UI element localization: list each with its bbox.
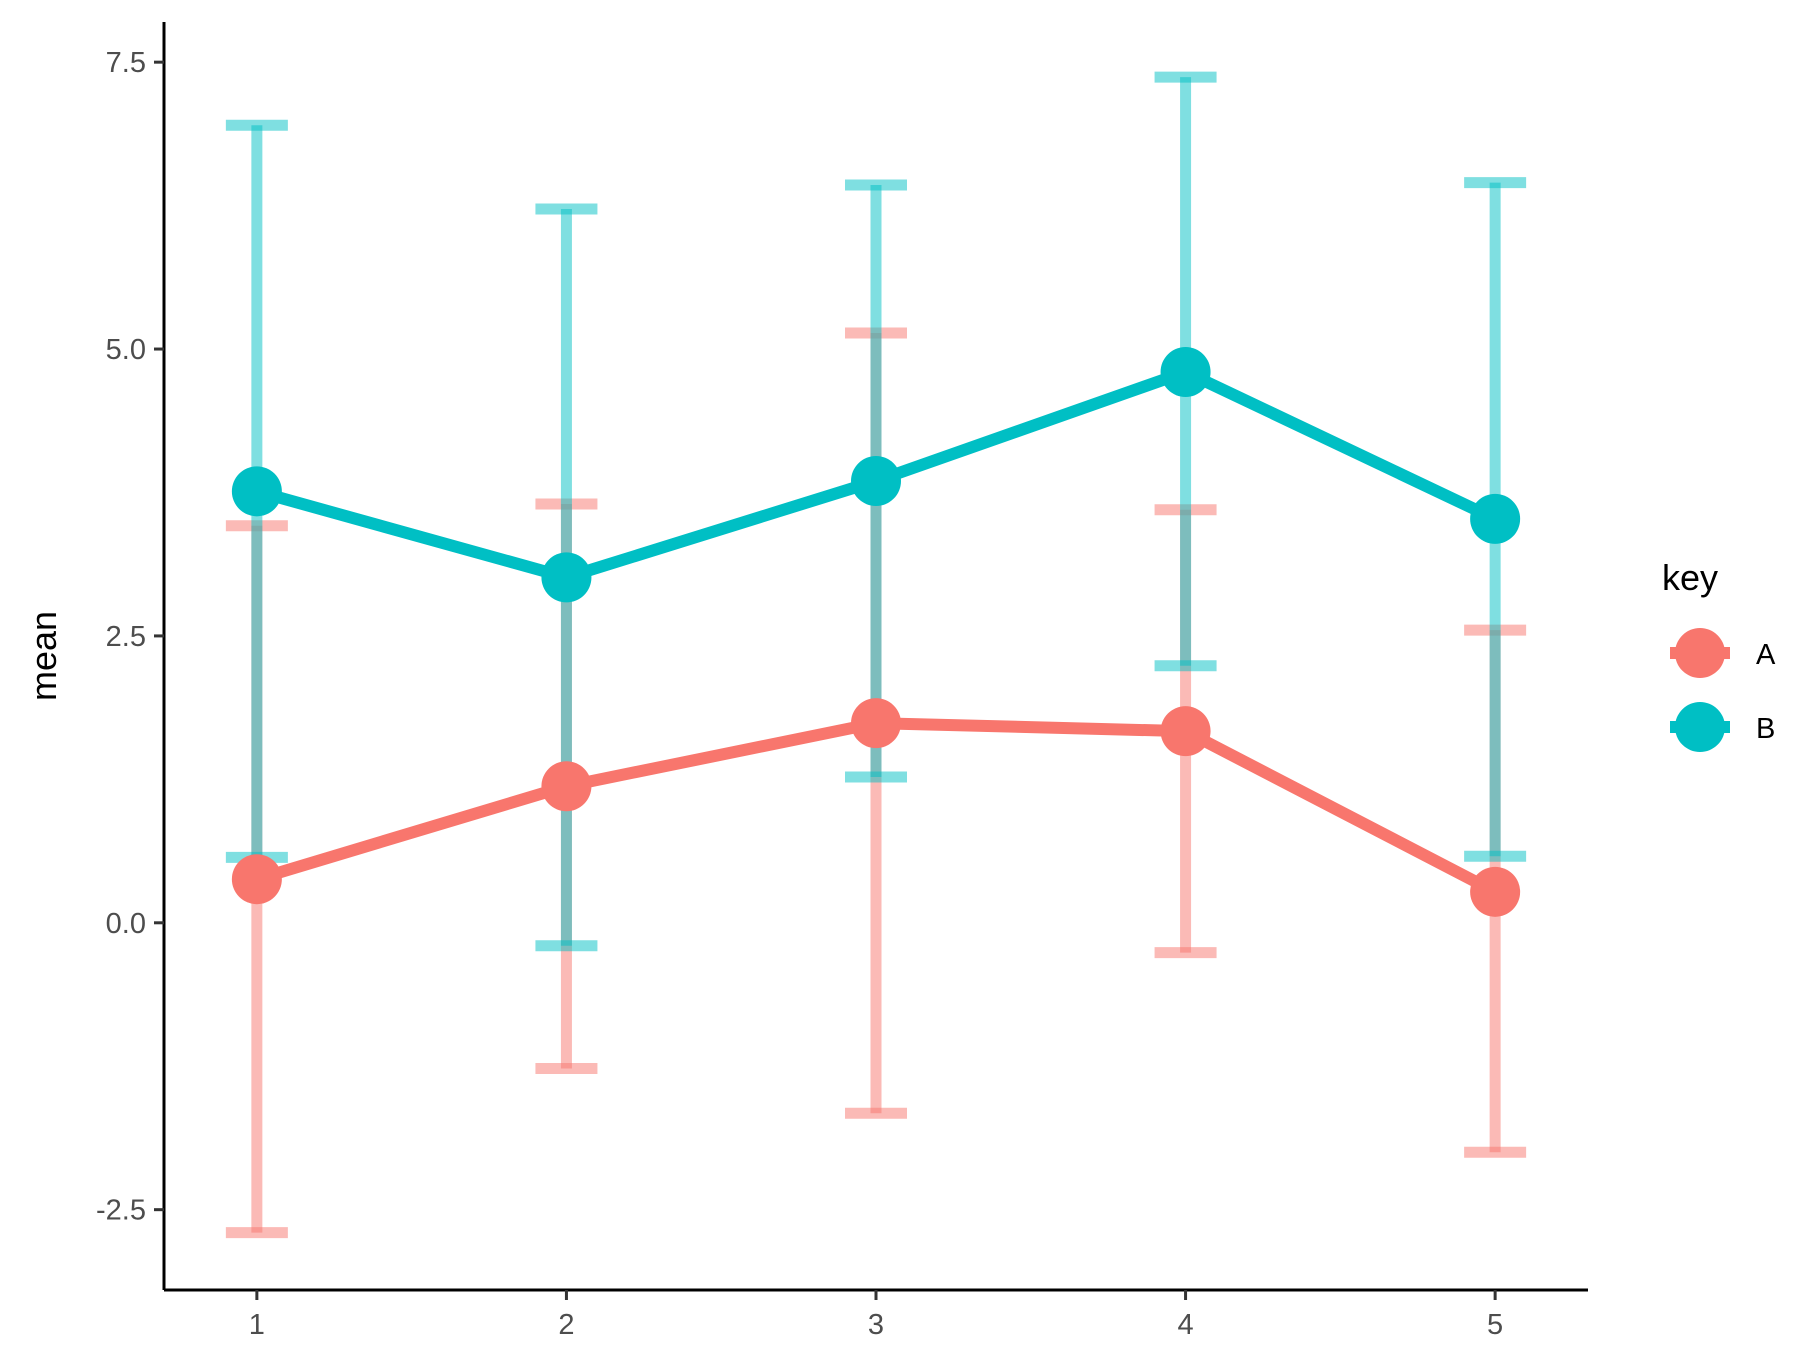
- x-tick-label: 2: [558, 1309, 574, 1341]
- legend-item-b: B: [1670, 702, 1775, 752]
- legend-title: key: [1662, 557, 1718, 598]
- legend-item-a: A: [1670, 628, 1776, 678]
- x-tick-label: 1: [249, 1309, 265, 1341]
- axes-layer: -2.5 0.0 2.5 5.0 7.5 1 2 3 4 5: [96, 22, 1588, 1341]
- y-tick-label: 0.0: [106, 908, 146, 940]
- errorbars-layer: [225, 71, 1527, 1239]
- legend-key-point-a: [1675, 628, 1725, 678]
- y-axis-title: mean: [23, 611, 64, 701]
- point-b-5: [1470, 493, 1521, 544]
- point-a-1: [231, 854, 282, 905]
- point-a-5: [1470, 866, 1521, 917]
- y-tick-label: 7.5: [106, 47, 146, 79]
- point-b-4: [1160, 346, 1211, 397]
- legend-label-b: B: [1756, 713, 1775, 745]
- point-a-2: [541, 761, 592, 812]
- legend: key A B: [1662, 557, 1776, 752]
- legend-label-a: A: [1756, 639, 1776, 671]
- point-a-3: [851, 698, 901, 749]
- point-b-1: [231, 466, 282, 517]
- y-tick-label: 5.0: [106, 334, 146, 366]
- point-b-3: [851, 456, 901, 507]
- y-tick-label: 2.5: [106, 621, 146, 653]
- point-a-4: [1160, 706, 1211, 757]
- points-layer: [231, 346, 1521, 917]
- legend-key-point-b: [1675, 702, 1725, 752]
- x-tick-label: 5: [1487, 1309, 1503, 1341]
- x-tick-label: 3: [868, 1309, 884, 1341]
- x-tick-label: 4: [1177, 1309, 1193, 1341]
- y-tick-label: -2.5: [96, 1195, 146, 1227]
- point-b-2: [541, 552, 592, 603]
